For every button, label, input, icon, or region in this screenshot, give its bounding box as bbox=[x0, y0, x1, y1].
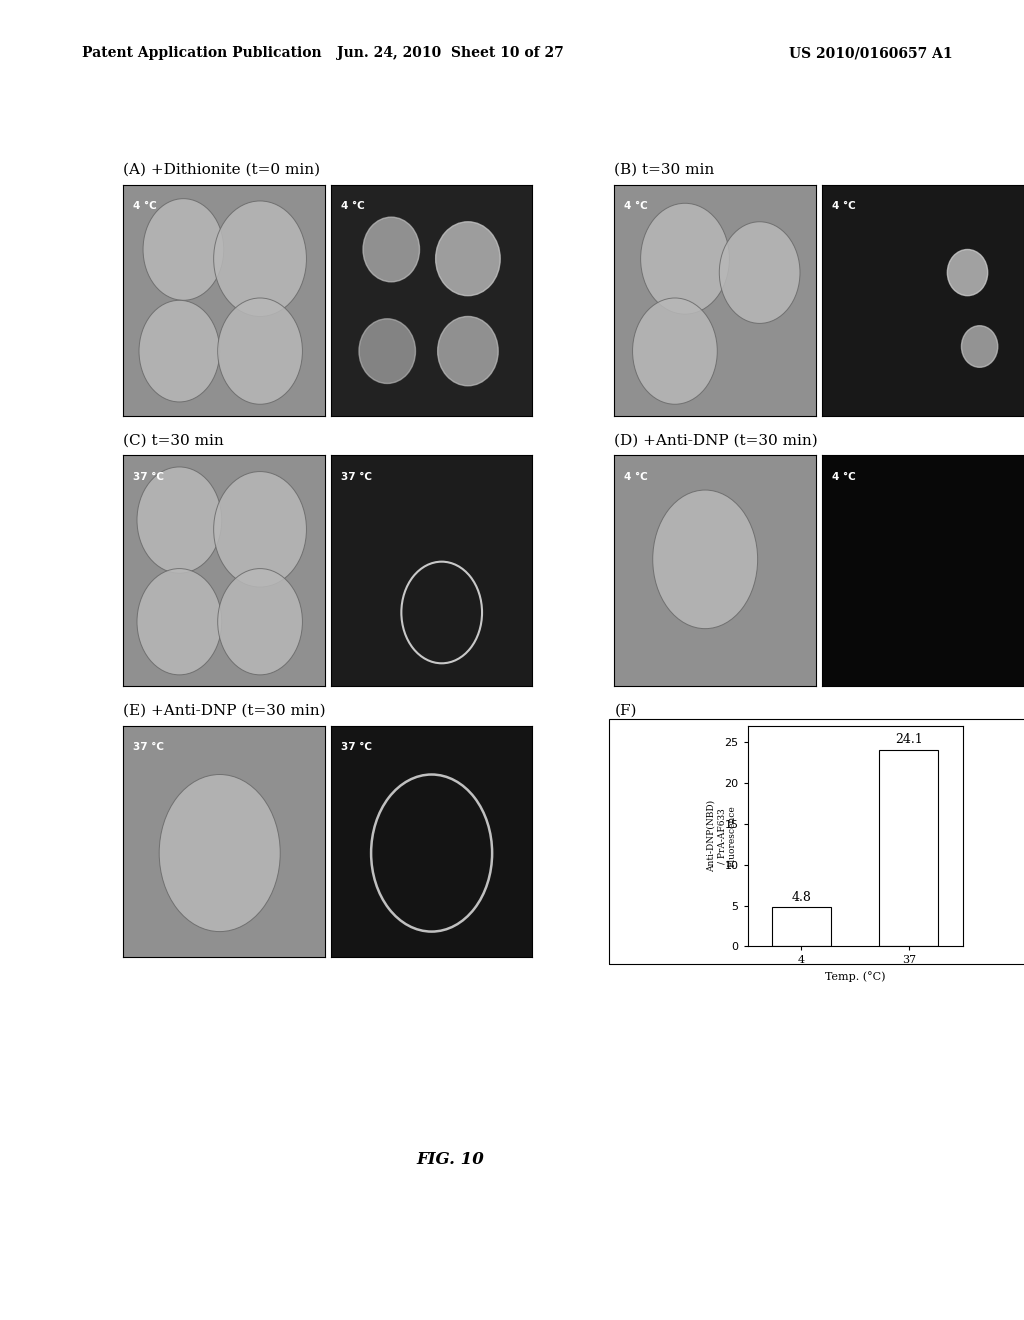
Ellipse shape bbox=[633, 298, 717, 404]
Ellipse shape bbox=[137, 569, 222, 675]
Ellipse shape bbox=[139, 300, 220, 401]
Text: 24.1: 24.1 bbox=[895, 734, 923, 746]
Ellipse shape bbox=[218, 298, 302, 404]
Text: (F): (F) bbox=[614, 704, 637, 718]
Text: FIG. 10: FIG. 10 bbox=[417, 1151, 484, 1168]
Text: (A) +Dithionite (t=0 min): (A) +Dithionite (t=0 min) bbox=[123, 162, 321, 177]
X-axis label: Temp. (°C): Temp. (°C) bbox=[824, 972, 886, 982]
Text: (D) +Anti-DNP (t=30 min): (D) +Anti-DNP (t=30 min) bbox=[614, 433, 818, 447]
Text: (C) t=30 min: (C) t=30 min bbox=[123, 433, 223, 447]
Circle shape bbox=[947, 249, 988, 296]
Text: Jun. 24, 2010  Sheet 10 of 27: Jun. 24, 2010 Sheet 10 of 27 bbox=[337, 46, 564, 61]
Ellipse shape bbox=[641, 203, 729, 314]
Text: 4 °C: 4 °C bbox=[625, 471, 648, 482]
Text: 4 °C: 4 °C bbox=[833, 471, 856, 482]
Ellipse shape bbox=[159, 775, 281, 932]
Text: 37 °C: 37 °C bbox=[341, 471, 372, 482]
Text: Patent Application Publication: Patent Application Publication bbox=[82, 46, 322, 61]
Circle shape bbox=[364, 218, 420, 281]
Text: 4 °C: 4 °C bbox=[833, 201, 856, 211]
Ellipse shape bbox=[652, 490, 758, 628]
Text: (E) +Anti-DNP (t=30 min): (E) +Anti-DNP (t=30 min) bbox=[123, 704, 326, 718]
Bar bbox=[772, 907, 830, 946]
Y-axis label: Anti-DNP(NBD)
/ PrA-AF633
Fluorescence: Anti-DNP(NBD) / PrA-AF633 Fluorescence bbox=[707, 800, 736, 873]
Ellipse shape bbox=[719, 222, 800, 323]
Circle shape bbox=[435, 222, 500, 296]
Text: 4.8: 4.8 bbox=[792, 891, 811, 904]
Text: 37 °C: 37 °C bbox=[341, 742, 372, 752]
Ellipse shape bbox=[214, 471, 306, 587]
Circle shape bbox=[962, 326, 997, 367]
Bar bbox=[880, 750, 938, 946]
Circle shape bbox=[437, 317, 499, 385]
Text: US 2010/0160657 A1: US 2010/0160657 A1 bbox=[788, 46, 952, 61]
Text: 4 °C: 4 °C bbox=[133, 201, 157, 211]
Ellipse shape bbox=[214, 201, 306, 317]
Text: (B) t=30 min: (B) t=30 min bbox=[614, 162, 715, 177]
Text: 4 °C: 4 °C bbox=[341, 201, 365, 211]
Ellipse shape bbox=[137, 467, 222, 573]
Text: 37 °C: 37 °C bbox=[133, 742, 164, 752]
Text: 37 °C: 37 °C bbox=[133, 471, 164, 482]
Circle shape bbox=[359, 318, 416, 383]
Ellipse shape bbox=[218, 569, 302, 675]
Text: 4 °C: 4 °C bbox=[625, 201, 648, 211]
Ellipse shape bbox=[143, 199, 223, 301]
